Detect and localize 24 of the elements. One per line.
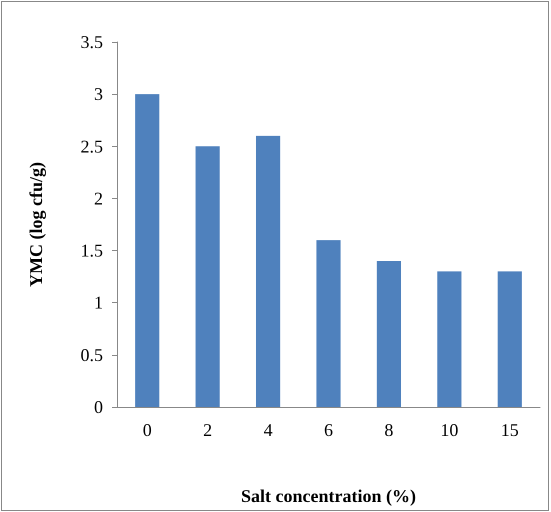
y-tick-label: 3.5 [80,32,103,52]
x-tick-label: 10 [440,420,458,440]
bar [256,136,280,407]
x-axis-title: Salt concentration (%) [241,486,416,506]
x-tick-label: 4 [264,420,273,440]
y-tick-label: 2.5 [80,136,103,156]
x-tick-label: 15 [500,420,519,440]
x-tick-label: 8 [384,420,394,440]
y-tick-label: 0.5 [80,344,103,365]
bar [135,94,160,407]
x-tick-label: 6 [324,420,333,440]
bar [376,261,402,407]
y-axis-title: YMC (log cfu/g) [26,162,46,287]
y-tick-label: 3 [94,84,103,104]
bar [437,271,462,407]
y-tick-label: 1 [94,292,103,313]
x-tick-label: 2 [203,420,212,440]
y-tick-label: 2 [94,188,103,208]
y-tick-label: 0 [94,397,103,417]
bar [498,271,522,407]
x-tick-label: 0 [142,420,152,440]
y-tick-label: 1.5 [80,240,103,261]
bar [196,146,220,407]
bar [316,240,341,407]
